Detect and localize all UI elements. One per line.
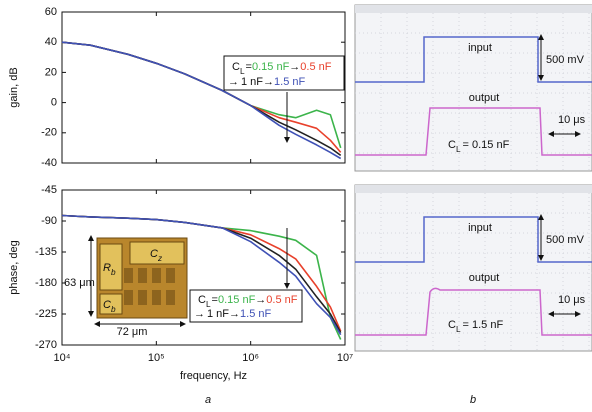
chip-block bbox=[99, 243, 123, 291]
output-trace bbox=[355, 107, 592, 156]
y-tick-label: -135 bbox=[35, 246, 57, 258]
y-tick-label: 40 bbox=[45, 36, 57, 48]
y-tick-label: -40 bbox=[41, 157, 57, 169]
x-axis-label: frequency, Hz bbox=[180, 370, 247, 382]
text-piece: C bbox=[448, 139, 456, 151]
chip-detail bbox=[152, 290, 161, 305]
y-tick-label: -180 bbox=[35, 277, 57, 289]
text-piece: → bbox=[194, 308, 205, 320]
chip-block bbox=[129, 241, 185, 265]
text-piece: → bbox=[263, 76, 274, 88]
text-piece: = bbox=[212, 294, 218, 306]
x-tick-label: 10⁴ bbox=[54, 352, 71, 364]
text-piece: 0.15 nF bbox=[472, 139, 510, 151]
scope-header bbox=[355, 5, 592, 13]
subscript: b bbox=[111, 305, 116, 314]
input-label: input bbox=[468, 222, 492, 234]
chip-label: Rb bbox=[103, 262, 116, 277]
legend-line: → 1 nF→1.5 nF bbox=[228, 76, 305, 88]
y-axis-label: phase, deg bbox=[8, 240, 20, 294]
voltage-scale: 500 mV bbox=[546, 234, 585, 246]
y-axis-label: gain, dB bbox=[8, 67, 20, 107]
text-piece: 0.5 nF bbox=[266, 294, 297, 306]
input-trace bbox=[355, 36, 592, 83]
line-series bbox=[61, 41, 342, 160]
x-tick-label: 10⁷ bbox=[337, 352, 353, 364]
y-tick-label: 0 bbox=[51, 97, 57, 109]
scope-screen bbox=[354, 4, 592, 172]
text-piece: = bbox=[463, 139, 469, 151]
y-tick-label: 60 bbox=[45, 6, 57, 18]
scope-header bbox=[355, 185, 592, 193]
text-piece: 1.5 nF bbox=[274, 76, 305, 88]
scope-screen bbox=[354, 184, 592, 352]
legend-box bbox=[189, 289, 303, 323]
subscript: L bbox=[456, 145, 461, 154]
chip-detail bbox=[138, 290, 147, 305]
y-tick-label: -225 bbox=[35, 308, 57, 320]
y-tick-label: -90 bbox=[41, 215, 57, 227]
time-scale: 10 μs bbox=[558, 114, 586, 126]
output-label: output bbox=[469, 92, 500, 104]
line-series bbox=[61, 214, 342, 336]
dimension-label: 72 μm bbox=[117, 326, 148, 338]
legend-line: CL=0.15 nF→0.5 nF bbox=[198, 294, 298, 309]
text-piece: C bbox=[448, 319, 456, 331]
subscript: L bbox=[240, 67, 245, 76]
y-tick-label: 20 bbox=[45, 66, 57, 78]
text-piece: = bbox=[246, 61, 252, 73]
text-piece: → bbox=[255, 294, 266, 306]
voltage-scale: 500 mV bbox=[546, 54, 585, 66]
chip-detail bbox=[124, 290, 133, 305]
chip-detail bbox=[152, 268, 161, 283]
input-label: input bbox=[468, 42, 492, 54]
chip-label: Cz bbox=[150, 248, 163, 263]
y-tick-label: -20 bbox=[41, 127, 57, 139]
text-piece: C bbox=[150, 248, 158, 260]
subscript: L bbox=[456, 325, 461, 334]
text-piece: → bbox=[229, 308, 240, 320]
text-piece: 1.5 nF bbox=[472, 319, 503, 331]
input-trace bbox=[355, 216, 592, 263]
text-piece: 0.15 nF bbox=[218, 294, 256, 306]
text-piece: 0.15 nF bbox=[252, 61, 290, 73]
panel-label: a bbox=[205, 394, 211, 406]
text-piece: → bbox=[289, 61, 300, 73]
chip-label: Cb bbox=[103, 299, 116, 314]
chip-detail bbox=[124, 268, 133, 283]
text-piece: R bbox=[103, 262, 111, 274]
legend-box bbox=[223, 55, 345, 91]
subscript: L bbox=[206, 300, 211, 309]
text-piece: 0.5 nF bbox=[300, 61, 331, 73]
y-tick-label: -45 bbox=[41, 184, 57, 196]
legend-line: CL=0.15 nF→0.5 nF bbox=[232, 61, 332, 76]
text-piece: → bbox=[228, 76, 239, 88]
text-piece: 1 nF bbox=[241, 76, 263, 88]
x-tick-label: 10⁶ bbox=[242, 352, 259, 364]
panel-label: b bbox=[470, 394, 476, 406]
output-label: output bbox=[469, 272, 500, 284]
chip-block bbox=[99, 293, 123, 315]
text-piece: = bbox=[463, 319, 469, 331]
dimension-label: 63 μm bbox=[64, 277, 95, 289]
output-trace bbox=[355, 287, 592, 336]
text-piece: 1.5 nF bbox=[240, 308, 271, 320]
load-label: CL = 1.5 nF bbox=[448, 319, 503, 334]
load-label: CL = 0.15 nF bbox=[448, 139, 510, 154]
chip-detail bbox=[138, 268, 147, 283]
x-tick-label: 10⁵ bbox=[148, 352, 165, 364]
text-piece: 1 nF bbox=[207, 308, 229, 320]
text-piece: C bbox=[232, 61, 240, 73]
text-piece: C bbox=[198, 294, 206, 306]
chip-detail bbox=[166, 290, 175, 305]
text-piece: C bbox=[103, 299, 111, 311]
time-scale: 10 μs bbox=[558, 294, 586, 306]
subscript: z bbox=[157, 254, 163, 263]
chip-detail bbox=[166, 268, 175, 283]
subscript: b bbox=[111, 268, 116, 277]
y-tick-label: -270 bbox=[35, 339, 57, 351]
legend-line: → 1 nF→1.5 nF bbox=[194, 308, 271, 320]
